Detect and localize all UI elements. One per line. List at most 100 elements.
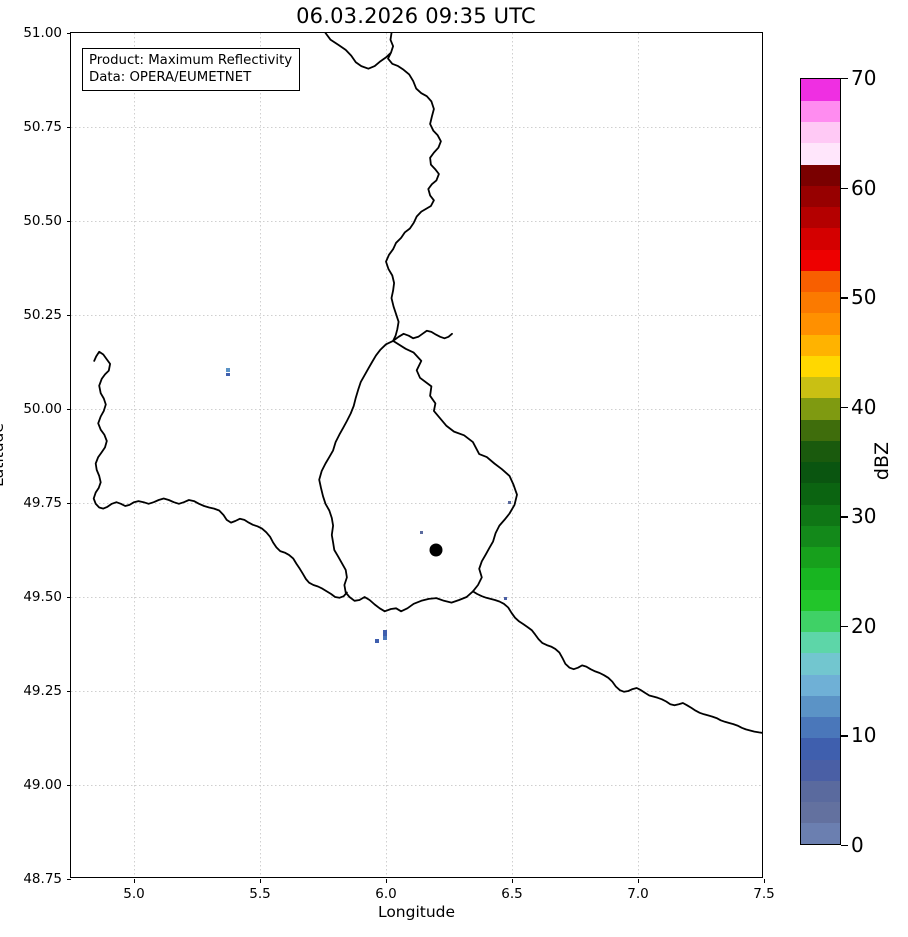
y-axis-label: Latitude bbox=[0, 423, 7, 487]
gridline-horizontal bbox=[71, 221, 762, 222]
colorbar-label: dBZ bbox=[871, 441, 893, 481]
y-tick-label: 50.75 bbox=[23, 119, 62, 135]
y-tick bbox=[67, 33, 71, 34]
colorbar-band bbox=[801, 376, 840, 399]
colorbar-band bbox=[801, 121, 840, 144]
colorbar-tick bbox=[841, 845, 848, 847]
gridline-horizontal bbox=[71, 785, 762, 786]
colorbar-tick bbox=[841, 516, 848, 518]
reflectivity-echo bbox=[374, 639, 379, 644]
colorbar-tick bbox=[841, 406, 848, 409]
x-tick-label: 7.5 bbox=[753, 886, 775, 902]
colorbar-band bbox=[801, 100, 840, 123]
y-tick bbox=[67, 221, 71, 222]
colorbar-band bbox=[801, 674, 840, 696]
colorbar-band bbox=[801, 397, 840, 420]
x-tick bbox=[638, 879, 639, 883]
colorbar-tick-label: 50 bbox=[851, 285, 877, 310]
radar-site-marker[interactable] bbox=[429, 543, 443, 557]
y-tick-label: 51.00 bbox=[23, 25, 62, 41]
colorbar-band bbox=[801, 546, 840, 569]
colorbar-band bbox=[801, 695, 840, 718]
colorbar-band bbox=[801, 355, 840, 378]
y-tick bbox=[67, 597, 71, 598]
colorbar-band bbox=[801, 227, 840, 250]
colorbar-band bbox=[801, 567, 840, 590]
gridline-horizontal bbox=[71, 503, 762, 504]
gridline-vertical bbox=[260, 33, 261, 877]
colorbar-band bbox=[801, 589, 840, 611]
colorbar-band bbox=[801, 461, 840, 484]
map-canvas bbox=[71, 33, 762, 877]
colorbar-band bbox=[801, 164, 840, 186]
colorbar-band bbox=[801, 334, 840, 356]
x-tick bbox=[512, 879, 513, 883]
reflectivity-echo bbox=[225, 367, 230, 373]
x-tick-label: 6.0 bbox=[375, 886, 397, 902]
colorbar-band bbox=[801, 270, 840, 293]
reflectivity-echo bbox=[503, 596, 507, 600]
colorbar-tick-label: 70 bbox=[851, 66, 877, 90]
colorbar-band bbox=[801, 249, 840, 271]
x-tick-label: 5.5 bbox=[249, 886, 271, 902]
colorbar-tick-label: 40 bbox=[851, 394, 877, 419]
colorbar-tick-label: 20 bbox=[851, 613, 877, 638]
colorbar-band bbox=[801, 291, 840, 314]
x-tick bbox=[764, 879, 765, 883]
y-tick-label: 50.50 bbox=[23, 213, 62, 229]
figure-title: 06.03.2026 09:35 UTC bbox=[296, 4, 536, 28]
colorbar-band bbox=[801, 716, 840, 739]
y-tick-label: 49.25 bbox=[23, 683, 62, 699]
y-tick bbox=[67, 879, 71, 880]
y-tick-label: 50.25 bbox=[23, 307, 62, 323]
y-tick bbox=[67, 409, 71, 410]
gridline-horizontal bbox=[71, 315, 762, 316]
x-tick-label: 7.0 bbox=[627, 886, 649, 902]
colorbar-tick bbox=[841, 625, 848, 628]
y-tick bbox=[67, 691, 71, 692]
x-axis-label: Longitude bbox=[377, 903, 456, 921]
border-overlay bbox=[92, 33, 762, 734]
data-source-line: Data: OPERA/EUMETNET bbox=[89, 70, 252, 86]
colorbar-band bbox=[801, 737, 840, 760]
reflectivity-echo bbox=[420, 530, 424, 534]
colorbar-tick bbox=[841, 735, 848, 737]
colorbar-band bbox=[801, 206, 840, 229]
product-line: Product: Maximum Reflectivity bbox=[89, 53, 293, 68]
gridline-horizontal bbox=[71, 691, 762, 692]
colorbar-band bbox=[801, 610, 840, 633]
x-tick bbox=[386, 879, 387, 883]
reflectivity-echo bbox=[382, 630, 388, 636]
colorbar-band bbox=[801, 759, 840, 781]
reflectivity-echo bbox=[383, 635, 387, 640]
reflectivity-echo bbox=[508, 500, 512, 504]
colorbar-band bbox=[801, 504, 840, 526]
colorbar-tick bbox=[841, 297, 848, 299]
colorbar[interactable] bbox=[800, 78, 841, 845]
y-tick bbox=[67, 315, 71, 316]
x-tick-label: 5.0 bbox=[123, 886, 145, 902]
colorbar-tick-label: 30 bbox=[851, 504, 877, 529]
gridline-vertical bbox=[386, 33, 387, 877]
x-tick-label: 6.5 bbox=[501, 886, 523, 902]
y-tick-label: 48.75 bbox=[23, 871, 62, 887]
map-plot-area[interactable]: 5.0 5.5 6.0 6.5 7.0 7.5 48.75 49.00 49.25 49.50 49… bbox=[23, 25, 774, 902]
colorbar-tick-label: 0 bbox=[851, 833, 864, 857]
y-tick bbox=[67, 503, 71, 504]
y-tick-label: 50.00 bbox=[23, 401, 62, 417]
colorbar-band bbox=[801, 631, 840, 654]
gridline-horizontal bbox=[71, 597, 762, 598]
colorbar-tick bbox=[841, 187, 848, 189]
y-tick-label: 49.00 bbox=[23, 777, 62, 793]
colorbar-band bbox=[801, 419, 840, 441]
colorbar-tick-label: 60 bbox=[851, 175, 877, 200]
gridline-horizontal bbox=[71, 409, 762, 410]
colorbar-band bbox=[801, 482, 840, 505]
reflectivity-echo bbox=[225, 372, 230, 377]
colorbar-band bbox=[801, 440, 840, 463]
colorbar-tick bbox=[841, 78, 848, 80]
colorbar-band bbox=[801, 822, 840, 844]
colorbar-band bbox=[801, 525, 840, 548]
colorbar-band bbox=[801, 780, 840, 803]
